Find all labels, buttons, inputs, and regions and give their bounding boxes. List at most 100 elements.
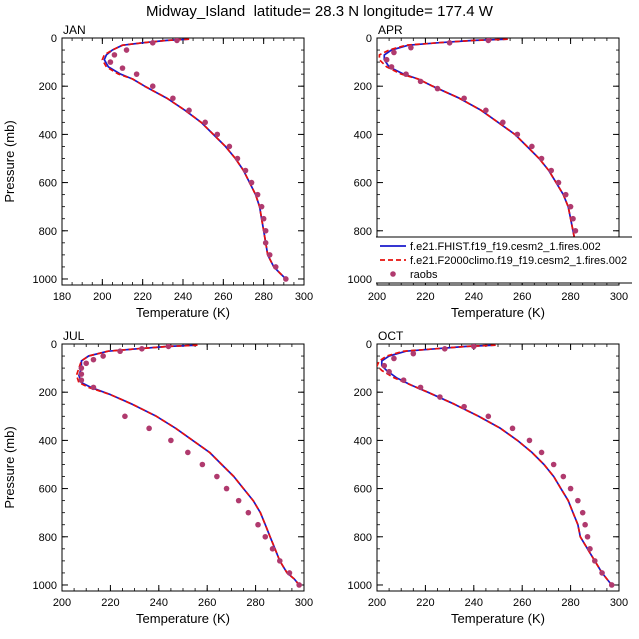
raobs-marker: [400, 377, 407, 383]
y-tick-label: 600: [39, 484, 57, 496]
raobs-marker: [262, 227, 269, 234]
raobs-marker: [526, 437, 533, 444]
raobs-marker: [262, 533, 269, 540]
raobs-marker: [391, 355, 397, 362]
raobs-marker: [165, 344, 172, 350]
raobs-marker: [123, 47, 130, 53]
x-tick-label: 240: [174, 291, 192, 303]
raobs-marker: [185, 449, 191, 456]
raobs-marker: [483, 107, 489, 114]
y-tick-label: 400: [39, 435, 57, 447]
y-tick-label: 400: [354, 129, 372, 141]
raobs-marker: [599, 570, 605, 576]
raobs-marker: [254, 191, 261, 198]
raobs-marker: [90, 356, 97, 363]
raobs-marker: [202, 119, 208, 126]
raobs-marker: [78, 377, 85, 383]
raobs-marker: [584, 533, 591, 540]
raobs-marker: [555, 179, 562, 186]
x-tick-label: 280: [246, 597, 264, 609]
y-tick-label: 400: [39, 129, 57, 141]
raobs-marker: [567, 203, 574, 210]
raobs-marker: [572, 227, 579, 234]
raobs-marker: [214, 131, 221, 138]
raobs-marker: [514, 131, 521, 138]
plot-area: [75, 344, 302, 588]
raobs-marker: [461, 403, 467, 410]
raobs-marker: [146, 425, 152, 432]
raobs-marker: [471, 344, 477, 350]
raobs-marker: [509, 425, 516, 432]
x-tick-label: 240: [465, 291, 483, 303]
x-tick-label: 240: [150, 597, 168, 609]
legend-background: [376, 237, 632, 283]
raobs-marker: [242, 167, 249, 174]
raobs-marker: [83, 360, 89, 367]
raobs-marker: [286, 570, 293, 576]
raobs-marker: [570, 215, 576, 222]
raobs-marker: [226, 143, 233, 150]
raobs-marker: [529, 143, 535, 150]
x-axis-label: Temperature (K): [451, 611, 545, 626]
raobs-marker: [272, 264, 279, 270]
raobs-marker: [262, 240, 269, 246]
series-line-f2000climo: [101, 38, 287, 280]
raobs-marker: [446, 40, 453, 46]
panel-title: JUL: [63, 329, 85, 343]
raobs-marker: [223, 485, 230, 492]
panel-oct: 200 220 240 260 280 300 0 200 400 600 800 1000 OCT Te…: [348, 329, 629, 626]
raobs-marker: [567, 485, 574, 492]
panel-title: OCT: [378, 329, 404, 343]
legend-entry-label: f.e21.F2000climo.f19_f19.cesm2_1.fires.0…: [410, 255, 627, 267]
plot-area: [101, 38, 289, 282]
raobs-marker: [408, 44, 414, 51]
raobs-marker: [485, 413, 492, 420]
raobs-marker: [78, 371, 85, 377]
legend-entry-label: raobs: [410, 269, 438, 281]
raobs-marker: [550, 461, 557, 468]
y-tick-label: 800: [354, 226, 372, 238]
y-tick-label: 0: [366, 33, 372, 45]
raobs-marker: [269, 546, 276, 552]
y-tick-label: 0: [51, 339, 57, 351]
y-tick-label: 1000: [33, 580, 57, 592]
raobs-marker: [199, 461, 206, 468]
raobs-marker: [417, 384, 424, 391]
x-tick-label: 220: [416, 597, 434, 609]
x-tick-label: 180: [53, 291, 71, 303]
raobs-marker: [575, 497, 581, 504]
raobs-marker: [417, 78, 424, 85]
raobs-marker: [579, 509, 586, 516]
legend: f.e21.FHIST.f19_f19.cesm2_1.fires.002 f.e…: [376, 236, 632, 284]
x-tick-label: 200: [53, 597, 71, 609]
raobs-marker: [168, 437, 174, 444]
y-tick-label: 800: [39, 532, 57, 544]
raobs-marker: [391, 49, 397, 56]
raobs-marker: [582, 521, 588, 528]
plot-frame: [61, 343, 305, 592]
raobs-marker: [538, 449, 545, 456]
raobs-marker: [500, 119, 506, 126]
raobs-marker: [90, 384, 97, 391]
x-tick-label: 300: [610, 597, 628, 609]
y-tick-label: 800: [39, 226, 57, 238]
series-line-f2000climo: [75, 344, 300, 586]
legend-entry-label: f.e21.FHIST.f19_f19.cesm2_1.fires.002: [410, 241, 601, 253]
x-tick-label: 220: [133, 291, 151, 303]
y-tick-label: 200: [354, 81, 372, 93]
raobs-marker: [258, 203, 265, 210]
raobs-marker: [78, 365, 85, 371]
x-tick-label: 260: [198, 597, 216, 609]
raobs-marker: [139, 346, 145, 352]
raobs-marker: [485, 38, 492, 44]
raobs-marker: [383, 56, 390, 63]
y-tick-label: 400: [354, 435, 372, 447]
x-tick-label: 200: [368, 291, 386, 303]
plot-frame: [376, 343, 620, 592]
x-tick-label: 300: [295, 291, 313, 303]
raobs-marker: [587, 546, 593, 552]
x-tick-label: 260: [513, 597, 531, 609]
x-tick-label: 260: [513, 291, 531, 303]
panel-title: APR: [378, 23, 403, 37]
